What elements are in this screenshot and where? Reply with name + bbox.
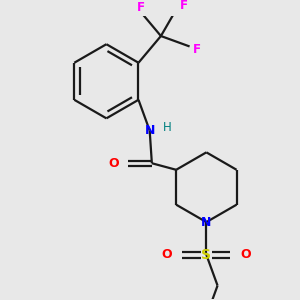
Text: O: O xyxy=(108,157,119,170)
Text: F: F xyxy=(193,43,201,56)
Text: F: F xyxy=(137,1,145,14)
Text: F: F xyxy=(180,0,188,12)
Text: S: S xyxy=(201,248,212,262)
Text: O: O xyxy=(162,248,172,261)
Text: N: N xyxy=(145,124,155,137)
Text: N: N xyxy=(201,216,212,229)
Text: O: O xyxy=(240,248,251,261)
Text: H: H xyxy=(163,121,172,134)
